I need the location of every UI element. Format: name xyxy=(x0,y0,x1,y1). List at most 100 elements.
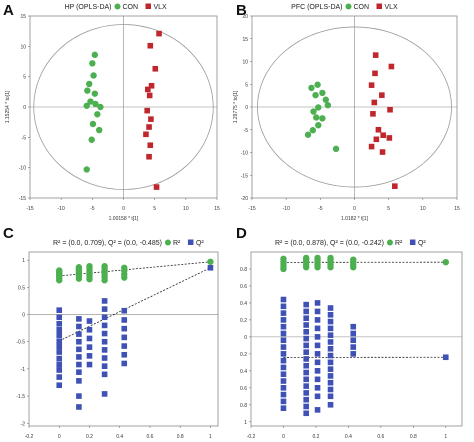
panel-d-permutation-plot: -0.2 0 0.2 0.4 0.6 0.8 1 1 0.8 0.6 0.4 0.2 0 0.2 0.4 0.… xyxy=(240,239,463,440)
x-tick-label: -0.2 xyxy=(247,434,256,440)
data-point-q2 xyxy=(327,352,334,359)
data-point-q2 xyxy=(327,339,334,345)
data-point-r xyxy=(121,264,128,271)
x-tick-label: 1 xyxy=(209,434,212,440)
data-point-q2 xyxy=(303,369,309,376)
data-point-q2 xyxy=(56,349,63,355)
data-point-q2 xyxy=(86,335,93,342)
data-point-vlx xyxy=(372,70,378,77)
data-point-q2 xyxy=(56,320,63,327)
data-point-con xyxy=(310,108,317,115)
y-tick-label: -5 xyxy=(244,128,249,134)
data-point-q2 xyxy=(280,371,287,378)
data-point-r xyxy=(56,267,63,274)
data-point-q2 xyxy=(350,344,357,350)
r2-regression-line xyxy=(59,261,211,277)
legend-marker-vlx xyxy=(145,3,151,9)
data-point-vlx xyxy=(156,30,162,37)
data-point-q2 xyxy=(76,346,82,353)
panel-a-scores-plot: -15 -10 -5 0 5 10 15 -15 -10 -5 0 5 10 15 HP (OPLS-DA)… xyxy=(5,3,220,222)
x-tick-label: 10 xyxy=(420,206,426,212)
data-point-con xyxy=(87,98,94,105)
x-tick-label: 1 xyxy=(444,434,447,440)
x-tick-label: -10 xyxy=(58,206,65,212)
y-tick-label: -10 xyxy=(241,151,248,157)
data-point-vlx xyxy=(146,153,152,160)
data-point-con xyxy=(314,81,321,88)
data-point-q2 xyxy=(350,323,357,330)
data-point-con xyxy=(319,115,326,122)
panel-letter-d: D xyxy=(236,225,247,242)
data-point-q2 xyxy=(327,325,334,332)
legend-marker-con xyxy=(345,3,352,10)
data-point-r xyxy=(350,256,357,263)
plot-title: PFC (OPLS-DA) xyxy=(291,4,342,11)
y-tick-label: 0.8 xyxy=(240,403,247,409)
data-point-vlx xyxy=(386,135,393,141)
data-point-q2 xyxy=(314,325,321,332)
legend-label-r2: R² xyxy=(173,240,181,247)
data-point-q2 xyxy=(101,338,108,345)
x-tick-label: 0.8 xyxy=(410,434,417,440)
y-tick-label: 5 xyxy=(245,82,248,88)
x-tick-label: -15 xyxy=(26,206,33,212)
data-point-vlx xyxy=(372,52,379,58)
data-point-q2 xyxy=(121,360,128,367)
data-point-con xyxy=(309,127,317,134)
data-point-r xyxy=(314,254,321,262)
data-point-q2 xyxy=(314,300,321,306)
data-point-vlx xyxy=(153,184,160,190)
data-point-q2 xyxy=(303,356,309,362)
data-point-con xyxy=(91,51,99,59)
data-point-q2 xyxy=(56,367,63,373)
data-point-con xyxy=(97,103,104,111)
data-point-q2 xyxy=(76,338,82,345)
data-point-q2 xyxy=(314,359,321,366)
data-point-q2 xyxy=(303,376,309,383)
y-tick-label: 0.8 xyxy=(240,267,247,273)
data-point-q2 xyxy=(303,362,309,369)
data-point-vlx xyxy=(368,82,375,88)
data-point-q2 xyxy=(303,390,309,396)
data-point-q2 xyxy=(327,345,334,352)
data-point-q2 xyxy=(442,354,449,361)
x-tick-label: 0.6 xyxy=(146,434,153,440)
data-point-vlx xyxy=(379,92,385,98)
y-tick-label: -5 xyxy=(22,135,27,141)
data-point-q2 xyxy=(86,344,93,350)
data-point-q2 xyxy=(76,369,82,375)
x-tick-label: 0.2 xyxy=(312,434,319,440)
data-point-con xyxy=(92,100,99,108)
data-point-vlx xyxy=(147,42,154,49)
data-point-q2 xyxy=(303,301,309,308)
data-point-vlx xyxy=(373,136,380,143)
data-point-q2 xyxy=(314,407,321,413)
data-point-q2 xyxy=(101,298,108,304)
data-point-vlx xyxy=(148,82,155,89)
data-point-con xyxy=(319,89,326,97)
data-point-q2 xyxy=(121,317,128,323)
legend-marker-vlx xyxy=(376,3,382,9)
y-tick-label: -20 xyxy=(241,196,248,202)
x-tick-label: 5 xyxy=(153,206,156,212)
data-point-q2 xyxy=(327,373,334,379)
data-point-q2 xyxy=(303,396,309,403)
data-point-q2 xyxy=(327,312,334,318)
legend-marker-r2 xyxy=(386,239,393,246)
data-point-q2 xyxy=(121,325,128,332)
y-tick-label: -2 xyxy=(21,421,26,427)
data-point-q2 xyxy=(280,405,287,411)
data-point-q2 xyxy=(350,337,357,344)
data-point-q2 xyxy=(101,330,108,337)
data-point-q2 xyxy=(327,366,334,372)
data-point-vlx xyxy=(143,131,149,138)
data-point-q2 xyxy=(314,368,321,374)
data-point-q2 xyxy=(76,323,82,330)
legend-label-vlx: VLX xyxy=(154,4,168,11)
data-point-vlx xyxy=(387,106,393,113)
data-point-q2 xyxy=(314,376,321,383)
hotelling-ellipse xyxy=(257,26,452,188)
plot-frame xyxy=(28,251,219,427)
data-point-vlx xyxy=(388,63,395,70)
